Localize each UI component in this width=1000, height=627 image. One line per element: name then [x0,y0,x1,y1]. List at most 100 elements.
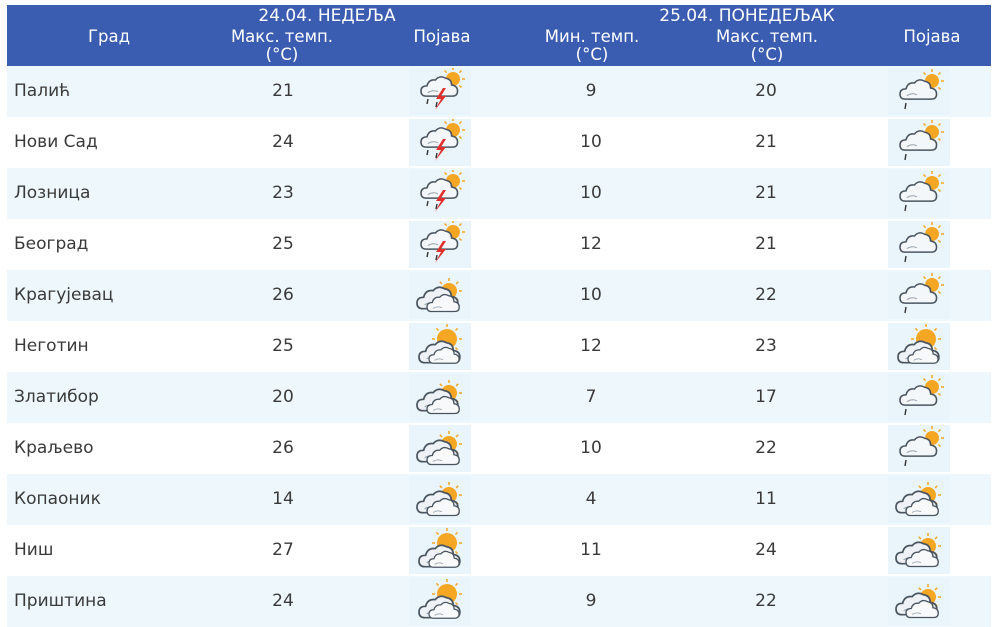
day2-max-temp: 21 [755,234,777,254]
day1-max-temp: 26 [272,438,294,458]
day2-max-temp: 22 [755,438,777,458]
city-name: Палић [14,81,71,101]
cloudy-sun-icon [416,431,462,466]
cloudy-sun-icon [416,482,462,517]
table-row: Приштина 24 9 22 [7,576,991,627]
day2-weather-icon-box [888,323,950,370]
day1-weather-icon-box [409,68,471,115]
day2-phenomenon-header: Појава [903,27,961,46]
table-row: Краљево 26 10 22 [7,423,991,474]
cloud-sun-drizzle-icon [899,171,944,212]
table-row: Палић 21 9 20 [7,66,991,117]
day1-max-temp: 21 [272,81,294,101]
city-name: Златибор [14,387,99,407]
day1-weather-icon-box [409,425,471,472]
day1-max-temp: 25 [272,234,294,254]
day2-weather-icon-box [888,476,950,523]
cloud-sun-drizzle-icon [899,222,944,263]
day2-weather-icon-box [888,425,950,472]
day2-max-temp: 21 [755,183,777,203]
table-body: Палић 21 9 20 Нови Сад 24 10 21 Лозница … [7,66,991,627]
day1-max-temp: 24 [272,132,294,152]
table-row: Београд 25 12 21 [7,219,991,270]
city-name: Краљево [14,438,94,458]
day1-weather-icon-box [409,578,471,625]
partly-cloudy-icon [418,528,462,568]
day1-max-temp: 23 [272,183,294,203]
city-name: Крагујевац [14,285,114,305]
day2-min-temp: 7 [585,387,597,407]
day2-max-temp: 24 [755,540,777,560]
day1-max-temp: 24 [272,591,294,611]
day2-max-temp-header: Макс. темп. (°C) [715,27,819,64]
day1-max-temp-header: Макс. темп. (°C) [230,27,334,64]
day2-min-temp: 9 [585,591,597,611]
day2-weather-icon-box [888,221,950,268]
day1-max-temp: 25 [272,336,294,356]
table-row: Нови Сад 24 10 21 [7,117,991,168]
day2-min-temp: 10 [580,285,602,305]
partly-cloudy-icon [418,579,462,619]
city-name: Лозница [14,183,91,203]
table-row: Крагујевац 26 10 22 [7,270,991,321]
cloudy-sun-icon [416,380,462,415]
partly-cloudy-icon [418,324,462,364]
day2-weather-icon-box [888,170,950,217]
city-name: Нови Сад [14,132,98,152]
storm-lightning-icon [420,221,465,263]
cloudy-sun-icon [895,482,941,517]
storm-lightning-icon [420,119,465,161]
table-row: Копаоник 14 4 11 [7,474,991,525]
day2-weather-icon-box [888,578,950,625]
day2-weather-icon-box [888,68,950,115]
day1-weather-icon-box [409,221,471,268]
day2-header: 25.04. ПОНЕДЕЉАК [659,6,835,26]
day2-min-temp: 10 [580,183,602,203]
city-name: Копаоник [14,489,101,509]
day1-weather-icon-box [409,476,471,523]
day2-max-temp: 22 [755,285,777,305]
day2-min-temp: 9 [585,81,597,101]
storm-lightning-icon [420,68,465,110]
day2-max-temp: 20 [755,81,777,101]
cloudy-sun-icon [416,278,462,313]
cloudy-sun-icon [895,533,941,568]
day1-weather-icon-box [409,323,471,370]
day2-weather-icon-box [888,272,950,319]
day2-min-temp: 10 [580,132,602,152]
cloud-sun-drizzle-icon [899,375,944,416]
day2-min-temp-header: Мин. темп. (°C) [544,27,640,64]
day2-weather-icon-box [888,119,950,166]
table-header: Град 24.04. НЕДЕЉА Макс. темп. (°C) Поја… [7,5,991,66]
day1-max-temp: 26 [272,285,294,305]
cloud-sun-drizzle-icon [899,426,944,467]
storm-lightning-icon [420,170,465,212]
day2-min-temp: 11 [580,540,602,560]
day1-weather-icon-box [409,272,471,319]
table-row: Ниш 27 11 24 [7,525,991,576]
partly-cloudy-icon [897,324,941,364]
cloudy-sun-icon [895,584,941,619]
day1-phenomenon-header: Појава [413,27,471,46]
city-name: Београд [14,234,89,254]
day1-max-temp: 14 [272,489,294,509]
cloud-sun-drizzle-icon [899,69,944,110]
day2-weather-icon-box [888,374,950,421]
day2-min-temp: 12 [580,336,602,356]
table-row: Неготин 25 12 23 [7,321,991,372]
day2-min-temp: 4 [585,489,597,509]
day1-max-temp: 27 [272,540,294,560]
day1-max-temp: 20 [272,387,294,407]
day2-weather-icon-box [888,527,950,574]
day1-weather-icon-box [409,170,471,217]
day2-max-temp: 17 [755,387,777,407]
day1-weather-icon-box [409,119,471,166]
day2-min-temp: 10 [580,438,602,458]
cloud-sun-drizzle-icon [899,120,944,161]
day2-max-temp: 23 [755,336,777,356]
day2-min-temp: 12 [580,234,602,254]
table-row: Златибор 20 7 17 [7,372,991,423]
day2-max-temp: 21 [755,132,777,152]
day2-max-temp: 22 [755,591,777,611]
